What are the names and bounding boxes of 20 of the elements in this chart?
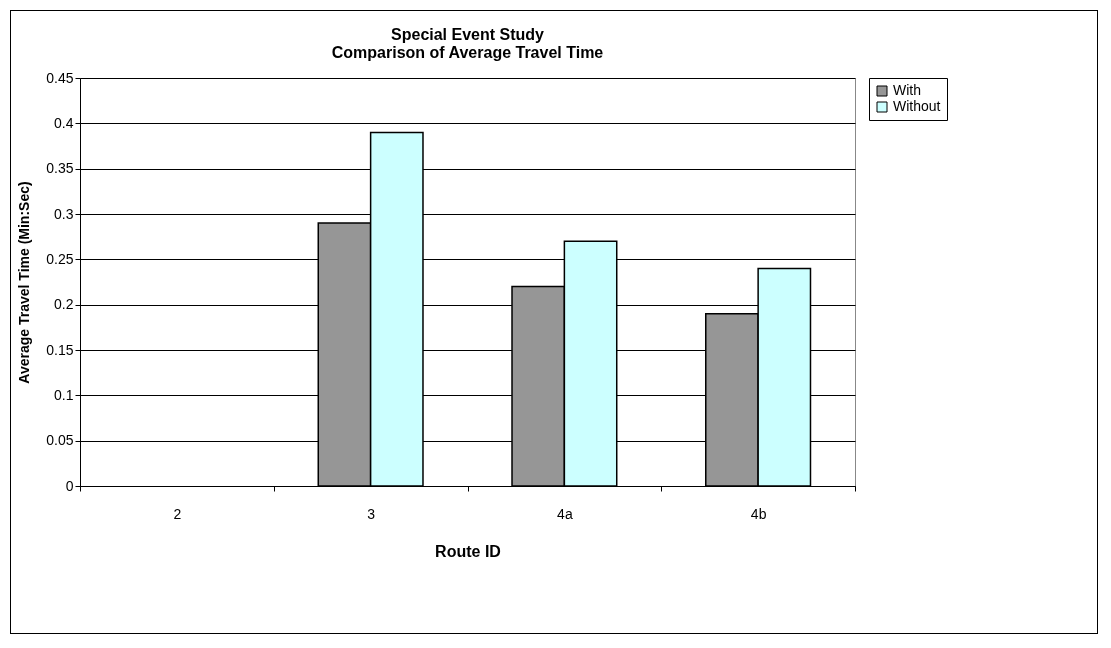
y-tick-label: 0.05 [46,432,74,449]
x-tick-label: 4b [750,505,767,522]
x-tick-label: 4a [557,505,573,522]
y-tick-label: 0.25 [46,250,74,267]
y-axis-title: Average Travel Time (Min:Sec) [16,181,33,384]
y-tick-label: 0.15 [46,341,74,358]
y-tick-label: 0.2 [54,296,74,313]
text: Comparison of Average Travel Time [331,44,604,61]
y-tick-label: 0.35 [46,160,74,177]
legend-label: With [893,82,921,98]
y-tick-label: 0.4 [54,114,74,131]
y-tick-label: 0.45 [46,69,74,86]
x-axis-title: Route ID [435,542,501,560]
y-tick-label: 0.1 [54,386,74,403]
y-tick-label: 0 [65,477,74,494]
x-tick-label: 3 [367,505,376,522]
y-tick-label: 0.3 [54,205,74,222]
x-tick-label: 2 [173,505,182,522]
legend-label: Without [893,98,941,114]
text: Special Event Study [391,26,544,43]
